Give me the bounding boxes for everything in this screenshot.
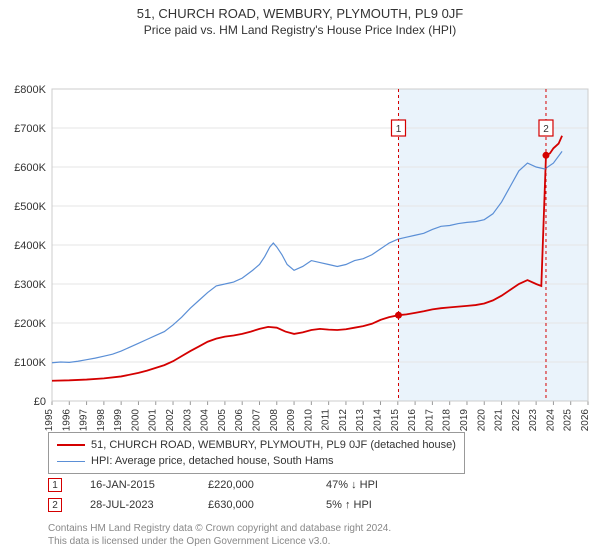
svg-text:2017: 2017 <box>424 409 435 432</box>
svg-text:2011: 2011 <box>321 409 332 431</box>
svg-text:2006: 2006 <box>234 409 245 432</box>
svg-text:2015: 2015 <box>390 409 401 432</box>
svg-text:2020: 2020 <box>476 409 487 432</box>
marker-delta: 47% ↓ HPI <box>326 479 416 491</box>
marker-badge: 2 <box>48 498 62 512</box>
svg-text:2014: 2014 <box>373 409 384 432</box>
marker-dot-1 <box>395 312 402 319</box>
svg-text:1997: 1997 <box>79 409 90 432</box>
marker-delta: 5% ↑ HPI <box>326 499 416 511</box>
marker-dot-2 <box>542 152 549 159</box>
svg-text:£500K: £500K <box>14 201 46 213</box>
svg-text:2013: 2013 <box>355 409 366 432</box>
svg-text:2002: 2002 <box>165 409 176 432</box>
svg-text:£400K: £400K <box>14 240 46 252</box>
legend-row: HPI: Average price, detached house, Sout… <box>57 453 456 469</box>
svg-text:1996: 1996 <box>61 409 72 432</box>
svg-text:2023: 2023 <box>528 409 539 432</box>
svg-text:£0: £0 <box>34 396 46 408</box>
marker-table-row: 1 16-JAN-2015 £220,000 47% ↓ HPI <box>48 478 416 492</box>
svg-text:2016: 2016 <box>407 409 418 432</box>
svg-text:1998: 1998 <box>96 409 107 432</box>
svg-text:£600K: £600K <box>14 162 46 174</box>
footer-line-2: This data is licensed under the Open Gov… <box>48 535 391 548</box>
svg-text:2007: 2007 <box>251 409 262 432</box>
legend-label: HPI: Average price, detached house, Sout… <box>91 453 334 469</box>
svg-text:£200K: £200K <box>14 318 46 330</box>
svg-text:2021: 2021 <box>494 409 505 432</box>
svg-text:2019: 2019 <box>459 409 470 432</box>
marker-badge: 1 <box>48 478 62 492</box>
svg-text:2024: 2024 <box>545 409 556 432</box>
svg-text:1999: 1999 <box>113 409 124 432</box>
svg-text:1995: 1995 <box>44 409 55 432</box>
price-chart: £0 £100K £200K £300K £400K £500K £600K £700K £80… <box>0 41 600 441</box>
page-title: 51, CHURCH ROAD, WEMBURY, PLYMOUTH, PL9 … <box>0 0 600 21</box>
svg-text:£800K: £800K <box>14 84 46 96</box>
marker-price: £220,000 <box>208 479 298 491</box>
svg-text:2018: 2018 <box>442 409 453 432</box>
svg-text:2022: 2022 <box>511 409 522 432</box>
svg-text:2010: 2010 <box>303 409 314 432</box>
svg-text:2004: 2004 <box>200 409 211 432</box>
svg-text:1: 1 <box>396 124 402 135</box>
svg-text:2005: 2005 <box>217 409 228 432</box>
svg-text:2000: 2000 <box>130 409 141 432</box>
marker-price: £630,000 <box>208 499 298 511</box>
footer-attribution: Contains HM Land Registry data © Crown c… <box>48 522 391 548</box>
marker-date: 16-JAN-2015 <box>90 479 180 491</box>
marker-date: 28-JUL-2023 <box>90 499 180 511</box>
legend: 51, CHURCH ROAD, WEMBURY, PLYMOUTH, PL9 … <box>48 432 465 474</box>
marker-table-row: 2 28-JUL-2023 £630,000 5% ↑ HPI <box>48 498 416 512</box>
svg-text:2003: 2003 <box>182 409 193 432</box>
svg-text:2012: 2012 <box>338 409 349 432</box>
svg-text:2008: 2008 <box>269 409 280 432</box>
svg-text:£300K: £300K <box>14 279 46 291</box>
svg-text:£100K: £100K <box>14 357 46 369</box>
svg-text:2026: 2026 <box>580 409 591 432</box>
footer-line-1: Contains HM Land Registry data © Crown c… <box>48 522 391 535</box>
legend-swatch <box>57 444 85 446</box>
page-subtitle: Price paid vs. HM Land Registry's House … <box>0 21 600 41</box>
legend-swatch <box>57 461 85 462</box>
svg-text:2: 2 <box>543 124 549 135</box>
svg-text:2025: 2025 <box>563 409 574 432</box>
svg-text:2001: 2001 <box>148 409 159 432</box>
svg-text:£700K: £700K <box>14 123 46 135</box>
legend-label: 51, CHURCH ROAD, WEMBURY, PLYMOUTH, PL9 … <box>91 437 456 453</box>
svg-text:2009: 2009 <box>286 409 297 432</box>
legend-row: 51, CHURCH ROAD, WEMBURY, PLYMOUTH, PL9 … <box>57 437 456 453</box>
